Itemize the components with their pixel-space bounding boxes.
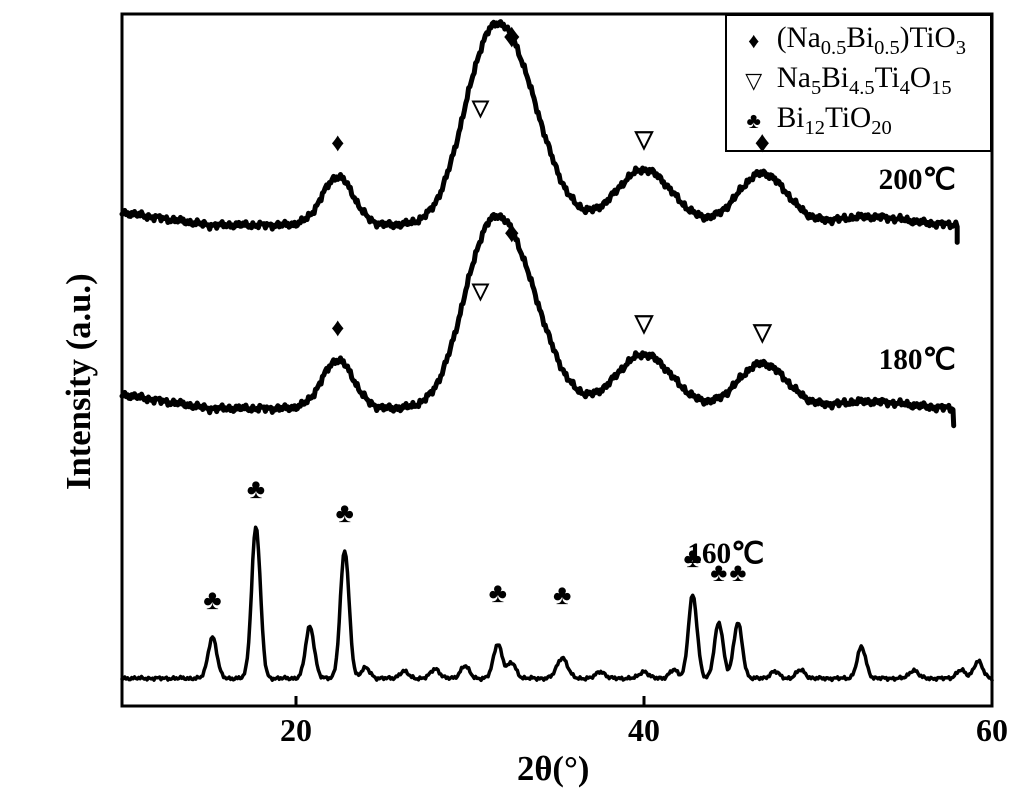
plot-area: ♦(Na0.5Bi0.5)TiO3▽Na5Bi4.5Ti4O15♣Bi12TiO…: [122, 14, 992, 706]
xrd-figure: Intensity (a.u.) 2θ(°) ♦(Na0.5Bi0.5)TiO3…: [0, 0, 1025, 806]
x-tick-labels: 204060: [122, 14, 992, 706]
y-axis-label: Intensity (a.u.): [60, 273, 99, 490]
x-tick-label: 20: [280, 712, 312, 749]
x-axis-label: 2θ(°): [517, 750, 589, 789]
x-tick-label: 40: [628, 712, 660, 749]
x-tick-label: 60: [976, 712, 1008, 749]
